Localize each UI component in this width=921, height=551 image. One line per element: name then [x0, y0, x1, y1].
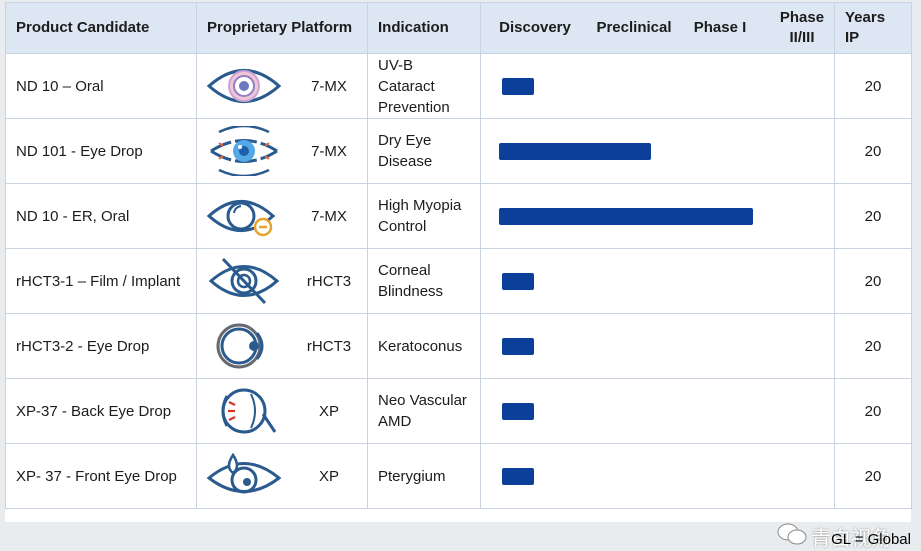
watermark: 青白视角: [777, 522, 891, 551]
progress-bar: [502, 273, 534, 290]
candidate-name: XP- 37 - Front Eye Drop: [5, 443, 197, 509]
table-row: rHCT3-2 - Eye Drop rHCT3: [5, 313, 912, 379]
header-phase-2-3: Phase II/III: [779, 9, 825, 46]
header-years-ip: Years IP: [834, 2, 912, 54]
table-row: ND 10 - ER, Oral 7-MX: [5, 183, 912, 249]
platform-code: 7-MX: [311, 77, 347, 95]
progress-bar: [499, 208, 753, 225]
candidate-name: rHCT3-2 - Eye Drop: [5, 313, 197, 379]
phase-cell: [480, 53, 835, 119]
header-platform: Proprietary Platform: [196, 2, 368, 54]
wechat-icon: [777, 523, 807, 551]
legend-note: GL = Global: [831, 531, 911, 548]
header-stages: Discovery Preclinical Phase I Phase II/I…: [480, 2, 835, 54]
candidate-name: ND 10 – Oral: [5, 53, 197, 119]
table-row: XP- 37 - Front Eye Drop XP: [5, 443, 912, 509]
eye-target-icon: [205, 61, 283, 111]
platform-code: 7-MX: [311, 142, 347, 160]
table-row: ND 10 – Oral 7-MX: [5, 53, 912, 119]
eye-drop-icon: [205, 126, 283, 176]
table-row: ND 101 - Eye Drop: [5, 118, 912, 184]
candidate-name: rHCT3-1 – Film / Implant: [5, 248, 197, 314]
phase-cell: [480, 118, 835, 184]
eyeball-side-icon: [205, 321, 283, 371]
years-ip: 20: [834, 378, 912, 444]
header-discovery: Discovery: [499, 19, 571, 36]
watermark-text: 青白视角: [811, 528, 891, 550]
indication: Corneal Blindness: [367, 248, 481, 314]
pipeline-table: Product Candidate Proprietary Platform I…: [5, 2, 912, 509]
footer: 青白视角 GL = Global: [0, 522, 921, 551]
candidate-name: ND 10 - ER, Oral: [5, 183, 197, 249]
years-ip: 20: [834, 443, 912, 509]
years-ip: 20: [834, 248, 912, 314]
eye-crossed-icon: [205, 256, 283, 306]
platform-code: XP: [318, 467, 339, 485]
eye-retina-icon: [205, 386, 283, 436]
years-ip: 20: [834, 118, 912, 184]
candidate-name: ND 101 - Eye Drop: [5, 118, 197, 184]
header-indication: Indication: [367, 2, 481, 54]
slide: Product Candidate Proprietary Platform I…: [5, 2, 912, 522]
header-preclinical: Preclinical: [596, 19, 672, 36]
progress-bar: [502, 403, 534, 420]
progress-bar: [502, 338, 534, 355]
indication: UV-B Cataract Prevention: [367, 53, 481, 119]
phase-cell: [480, 443, 835, 509]
phase-cell: [480, 378, 835, 444]
phase-cell: [480, 248, 835, 314]
candidate-name: XP-37 - Back Eye Drop: [5, 378, 197, 444]
years-ip: 20: [834, 313, 912, 379]
indication: Dry Eye Disease: [367, 118, 481, 184]
indication: Pterygium: [367, 443, 481, 509]
progress-bar: [499, 143, 651, 160]
header-phase-1: Phase I: [693, 19, 747, 36]
progress-bar: [502, 78, 534, 95]
eye-droplet-icon: [205, 451, 283, 501]
years-ip: 20: [834, 183, 912, 249]
indication: Keratoconus: [367, 313, 481, 379]
table-row: rHCT3-1 – Film / Implant rHCT3: [5, 248, 912, 314]
platform-code: rHCT3: [306, 337, 352, 355]
table-header-row: Product Candidate Proprietary Platform I…: [5, 2, 912, 54]
platform-code: 7-MX: [311, 207, 347, 225]
eye-minus-icon: [205, 191, 283, 241]
phase-cell: [480, 313, 835, 379]
years-ip: 20: [834, 53, 912, 119]
progress-bar: [502, 468, 534, 485]
phase-cell: [480, 183, 835, 249]
indication: High Myopia Control: [367, 183, 481, 249]
indication: Neo Vascular AMD: [367, 378, 481, 444]
header-product-candidate: Product Candidate: [5, 2, 197, 54]
table-row: XP-37 - Back Eye Drop XP: [5, 378, 912, 444]
platform-code: XP: [318, 402, 339, 420]
platform-code: rHCT3: [306, 272, 352, 290]
